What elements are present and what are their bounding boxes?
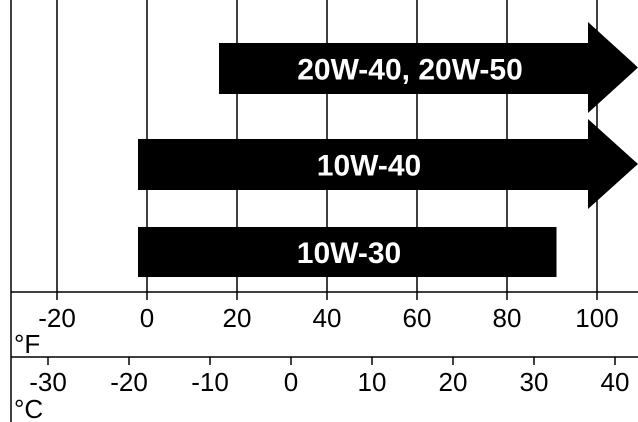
unit-label-fahrenheit: °F bbox=[14, 329, 40, 359]
tick-label-f: 100 bbox=[575, 303, 618, 333]
bar-arrow bbox=[219, 22, 638, 113]
tick-label-c: 20 bbox=[439, 367, 468, 397]
unit-label-celsius: °C bbox=[14, 394, 43, 422]
bar bbox=[138, 227, 557, 277]
tick-label-c: 30 bbox=[520, 367, 549, 397]
tick-label-c: 40 bbox=[601, 367, 630, 397]
tick-label-c: 10 bbox=[358, 367, 387, 397]
tick-label-f: 40 bbox=[313, 303, 342, 333]
tick-label-c: -20 bbox=[110, 367, 148, 397]
tick-label-c: -30 bbox=[29, 367, 67, 397]
bar-label: 10W-40 bbox=[317, 150, 421, 183]
tick-label-f: -20 bbox=[38, 303, 76, 333]
tick-label-f: 80 bbox=[493, 303, 522, 333]
bar-label: 10W-30 bbox=[297, 237, 401, 270]
viscosity-bars: 20W-40, 20W-50 10W-40 10W-30 bbox=[138, 22, 638, 277]
tick-label-f: 60 bbox=[403, 303, 432, 333]
tick-label-c: 0 bbox=[284, 367, 298, 397]
temperature-axes: -20 0 20 40 60 80 100 °F -30 -20 -10 0 10 20 30 40 °C bbox=[14, 292, 629, 422]
bar-label: 20W-40, 20W-50 bbox=[297, 54, 523, 87]
tick-label-f: 0 bbox=[140, 303, 154, 333]
bar-arrow bbox=[138, 119, 638, 209]
tick-label-f: 20 bbox=[223, 303, 252, 333]
tick-label-c: -10 bbox=[191, 367, 229, 397]
